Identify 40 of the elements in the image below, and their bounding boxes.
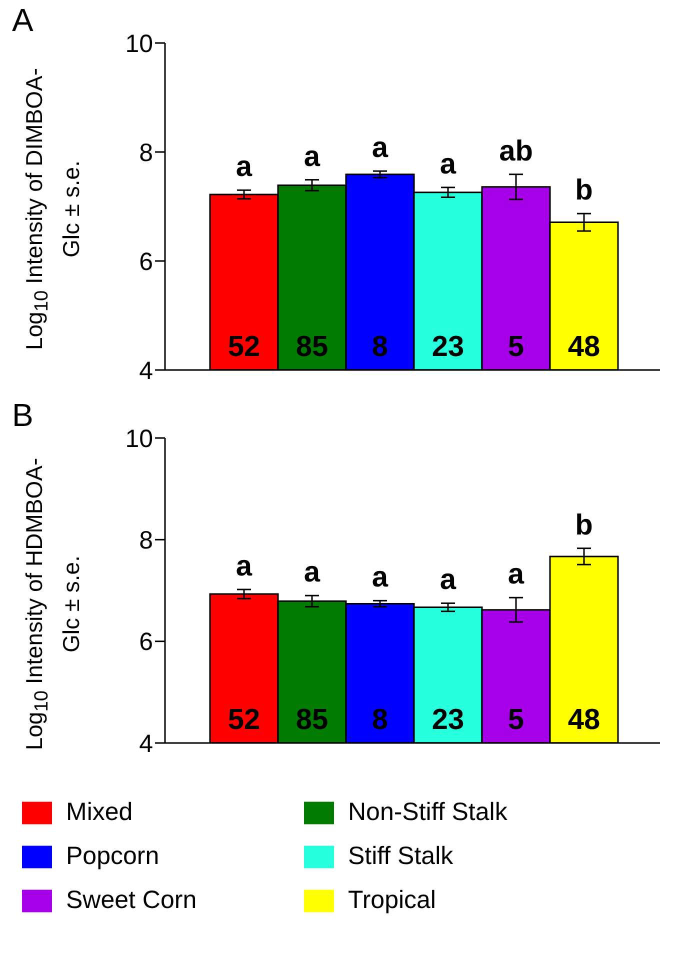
annotation: a [372,132,389,164]
annotation: 48 [568,704,600,736]
annotation: b [575,174,593,207]
chart-title: B [12,397,34,434]
y-tick-label: 4 [139,730,154,758]
legend-label: Tropical [347,885,437,916]
y-tick-label: 8 [139,526,153,555]
annotation: 23 [432,704,464,736]
annotation: a [440,148,457,180]
legend-label: Popcorn [65,841,160,872]
annotation: 5 [508,331,524,363]
annotation: a [508,558,525,591]
annotation: a [236,550,253,582]
legend-label: Non-Stiff Stalk [347,797,508,828]
annotation: 8 [372,704,388,736]
y-tick-label: 4 [139,356,154,385]
legend-label: Stiff Stalk [347,841,454,872]
annotation: 52 [228,331,260,363]
legend-label: Sweet Corn [65,885,198,916]
annotation: b [575,509,593,542]
y-tick-label: 6 [139,628,153,656]
annotation: a [372,562,389,594]
annotation: 85 [296,704,328,736]
annotation: a [236,151,253,184]
annotation: 23 [432,331,464,363]
annotation: 48 [568,331,600,363]
annotation: a [304,140,321,173]
annotation: ab [499,135,533,168]
annotation: 85 [296,331,328,363]
annotation: 5 [508,704,524,736]
chart-title: A [12,2,34,39]
y-tick-label: 8 [139,138,153,167]
annotation: a [440,564,457,596]
legend-label: Mixed [65,797,134,828]
y-tick-label: 6 [139,248,153,276]
y-tick-label: 10 [125,424,153,453]
annotation: 8 [372,331,388,363]
annotation: 52 [228,704,260,736]
annotation: a [304,556,321,589]
y-tick-label: 10 [125,30,153,58]
